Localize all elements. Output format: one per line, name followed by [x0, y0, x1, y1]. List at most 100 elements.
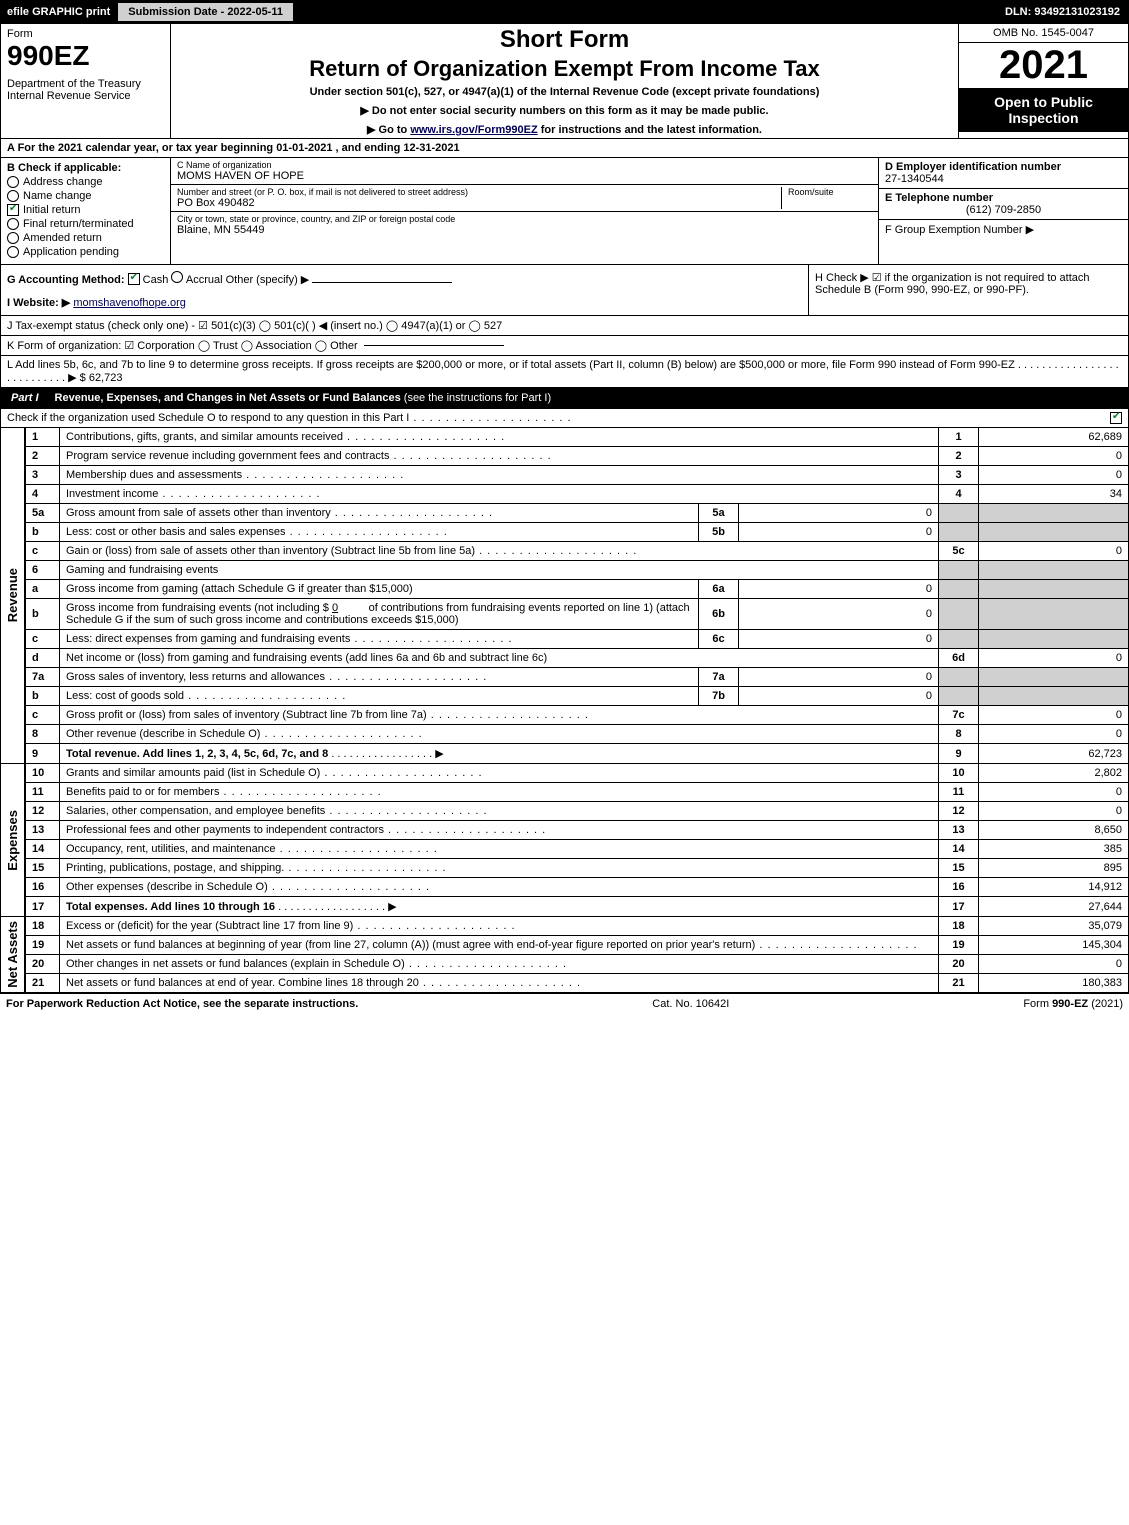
- line-4: 4Investment income434: [26, 485, 1129, 504]
- room-label: Room/suite: [788, 187, 872, 197]
- row-j-text: J Tax-exempt status (check only one) - ☑…: [7, 319, 502, 332]
- row-h: H Check ▶ ☑ if the organization is not r…: [808, 265, 1128, 315]
- efile-label: efile GRAPHIC print: [7, 6, 110, 18]
- checkbox-name-change: Name change: [7, 190, 164, 202]
- revenue-section: Revenue 1Contributions, gifts, grants, a…: [0, 428, 1129, 764]
- accrual-label: Accrual: [186, 274, 223, 286]
- line-10: 10Grants and similar amounts paid (list …: [26, 764, 1129, 783]
- section-bcd: B Check if applicable: Address changeNam…: [0, 158, 1129, 265]
- col-c-org-info: C Name of organization MOMS HAVEN OF HOP…: [171, 158, 878, 264]
- line-13: 13Professional fees and other payments t…: [26, 821, 1129, 840]
- top-bar: efile GRAPHIC print Submission Date - 20…: [0, 0, 1129, 24]
- line-2: 2Program service revenue including gover…: [26, 447, 1129, 466]
- checkbox-label: Application pending: [23, 246, 119, 258]
- org-name: MOMS HAVEN OF HOPE: [177, 170, 872, 182]
- website-label: I Website: ▶: [7, 297, 70, 309]
- checkbox-box[interactable]: [7, 246, 19, 258]
- checkbox-label: Amended return: [23, 232, 102, 244]
- part1-checkbox[interactable]: [1110, 412, 1122, 424]
- accounting-label: G Accounting Method:: [7, 274, 125, 286]
- checkbox-box[interactable]: [7, 190, 19, 202]
- checkbox-box[interactable]: [7, 232, 19, 244]
- part1-title: Revenue, Expenses, and Changes in Net As…: [49, 388, 558, 408]
- part1-check-line: Check if the organization used Schedule …: [0, 409, 1129, 428]
- website-link[interactable]: momshavenofhope.org: [73, 297, 186, 309]
- checkbox-box[interactable]: [7, 218, 19, 230]
- addr-label: Number and street (or P. O. box, if mail…: [177, 187, 775, 197]
- checkbox-initial-return: Initial return: [7, 204, 164, 216]
- row-l-gross: L Add lines 5b, 6c, and 7b to line 9 to …: [0, 356, 1129, 388]
- line-14: 14Occupancy, rent, utilities, and mainte…: [26, 840, 1129, 859]
- ein-label: D Employer identification number: [885, 161, 1061, 173]
- checkbox-box[interactable]: [7, 176, 19, 188]
- tel-value: (612) 709-2850: [885, 204, 1122, 216]
- cash-checkbox[interactable]: [128, 273, 140, 285]
- row-k-org-form: K Form of organization: ☑ Corporation ◯ …: [0, 336, 1129, 356]
- line-19: 19Net assets or fund balances at beginni…: [26, 936, 1129, 955]
- col-d-ein: D Employer identification number 27-1340…: [878, 158, 1128, 264]
- line-9-desc: Total revenue. Add lines 1, 2, 3, 4, 5c,…: [66, 748, 328, 760]
- page-footer: For Paperwork Reduction Act Notice, see …: [0, 993, 1129, 1014]
- form-number: 990EZ: [7, 40, 164, 72]
- line-6d: d Net income or (loss) from gaming and f…: [26, 649, 1129, 668]
- checkbox-box[interactable]: [7, 204, 19, 216]
- row-a-tax-year: A For the 2021 calendar year, or tax yea…: [0, 139, 1129, 158]
- line-3: 3Membership dues and assessments30: [26, 466, 1129, 485]
- footer-left: For Paperwork Reduction Act Notice, see …: [6, 998, 358, 1010]
- row-i: I Website: ▶ momshavenofhope.org: [7, 296, 802, 309]
- submission-date: Submission Date - 2022-05-11: [118, 3, 293, 21]
- org-address: PO Box 490482: [177, 197, 775, 209]
- form-header: Form 990EZ Department of the Treasury In…: [0, 24, 1129, 139]
- other-org-input[interactable]: [364, 345, 504, 346]
- line-5c: c Gain or (loss) from sale of assets oth…: [26, 542, 1129, 561]
- line-6b: b Gross income from fundraising events (…: [26, 599, 1129, 630]
- part1-check-text: Check if the organization used Schedule …: [7, 412, 572, 424]
- part1-sub: (see the instructions for Part I): [401, 392, 551, 404]
- revenue-side-label: Revenue: [5, 568, 20, 622]
- expenses-section: Expenses 10Grants and similar amounts pa…: [0, 764, 1129, 917]
- line-5b: b Less: cost or other basis and sales ex…: [26, 523, 1129, 542]
- cash-label: Cash: [143, 274, 169, 286]
- line-17: 17Total expenses. Add lines 10 through 1…: [26, 897, 1129, 917]
- omb-number: OMB No. 1545-0047: [959, 24, 1128, 43]
- line-12: 12Salaries, other compensation, and empl…: [26, 802, 1129, 821]
- col-b-title: B Check if applicable:: [7, 162, 164, 174]
- line-6b-d1: Gross income from fundraising events (no…: [66, 602, 329, 614]
- tax-year: 2021: [959, 43, 1128, 88]
- note-goto: ▶ Go to www.irs.gov/Form990EZ for instru…: [179, 123, 950, 136]
- line-6a: a Gross income from gaming (attach Sched…: [26, 580, 1129, 599]
- part1-tag: Part I: [1, 388, 49, 408]
- line-8: 8 Other revenue (describe in Schedule O)…: [26, 725, 1129, 744]
- other-specify-input[interactable]: [312, 282, 452, 283]
- note-ssn: ▶ Do not enter social security numbers o…: [179, 104, 950, 117]
- netassets-side-label: Net Assets: [5, 921, 20, 988]
- return-title: Return of Organization Exempt From Incom…: [179, 56, 950, 82]
- other-label: Other (specify) ▶: [226, 274, 310, 286]
- open-inspection: Open to Public Inspection: [959, 88, 1128, 132]
- dln: DLN: 93492131023192: [1005, 6, 1128, 18]
- line-1: 1Contributions, gifts, grants, and simil…: [26, 428, 1129, 447]
- netassets-section: Net Assets 18Excess or (deficit) for the…: [0, 917, 1129, 993]
- department-label: Department of the Treasury Internal Reve…: [7, 78, 164, 102]
- expenses-side-label: Expenses: [5, 810, 20, 871]
- row-l-text: L Add lines 5b, 6c, and 7b to line 9 to …: [7, 359, 1119, 384]
- checkbox-label: Name change: [23, 190, 92, 202]
- under-section: Under section 501(c), 527, or 4947(a)(1)…: [179, 86, 950, 98]
- footer-mid: Cat. No. 10642I: [652, 998, 729, 1010]
- accrual-checkbox[interactable]: [171, 271, 183, 283]
- line-7b: b Less: cost of goods sold 7b 0: [26, 687, 1129, 706]
- checkbox-application-pending: Application pending: [7, 246, 164, 258]
- row-gh: G Accounting Method: Cash Accrual Other …: [0, 265, 1129, 316]
- row-a-text: A For the 2021 calendar year, or tax yea…: [7, 142, 460, 154]
- checkbox-label: Initial return: [23, 204, 80, 216]
- col-b-checkboxes: B Check if applicable: Address changeNam…: [1, 158, 171, 264]
- line-21: 21Net assets or fund balances at end of …: [26, 974, 1129, 993]
- ein-value: 27-1340544: [885, 173, 944, 185]
- part1-title-text: Revenue, Expenses, and Changes in Net As…: [55, 392, 401, 404]
- checkbox-label: Final return/terminated: [23, 218, 134, 230]
- line-7a: 7a Gross sales of inventory, less return…: [26, 668, 1129, 687]
- irs-link[interactable]: www.irs.gov/Form990EZ: [410, 124, 537, 136]
- city-label: City or town, state or province, country…: [177, 214, 872, 224]
- line-7c: c Gross profit or (loss) from sales of i…: [26, 706, 1129, 725]
- footer-right: Form 990-EZ (2021): [1023, 998, 1123, 1010]
